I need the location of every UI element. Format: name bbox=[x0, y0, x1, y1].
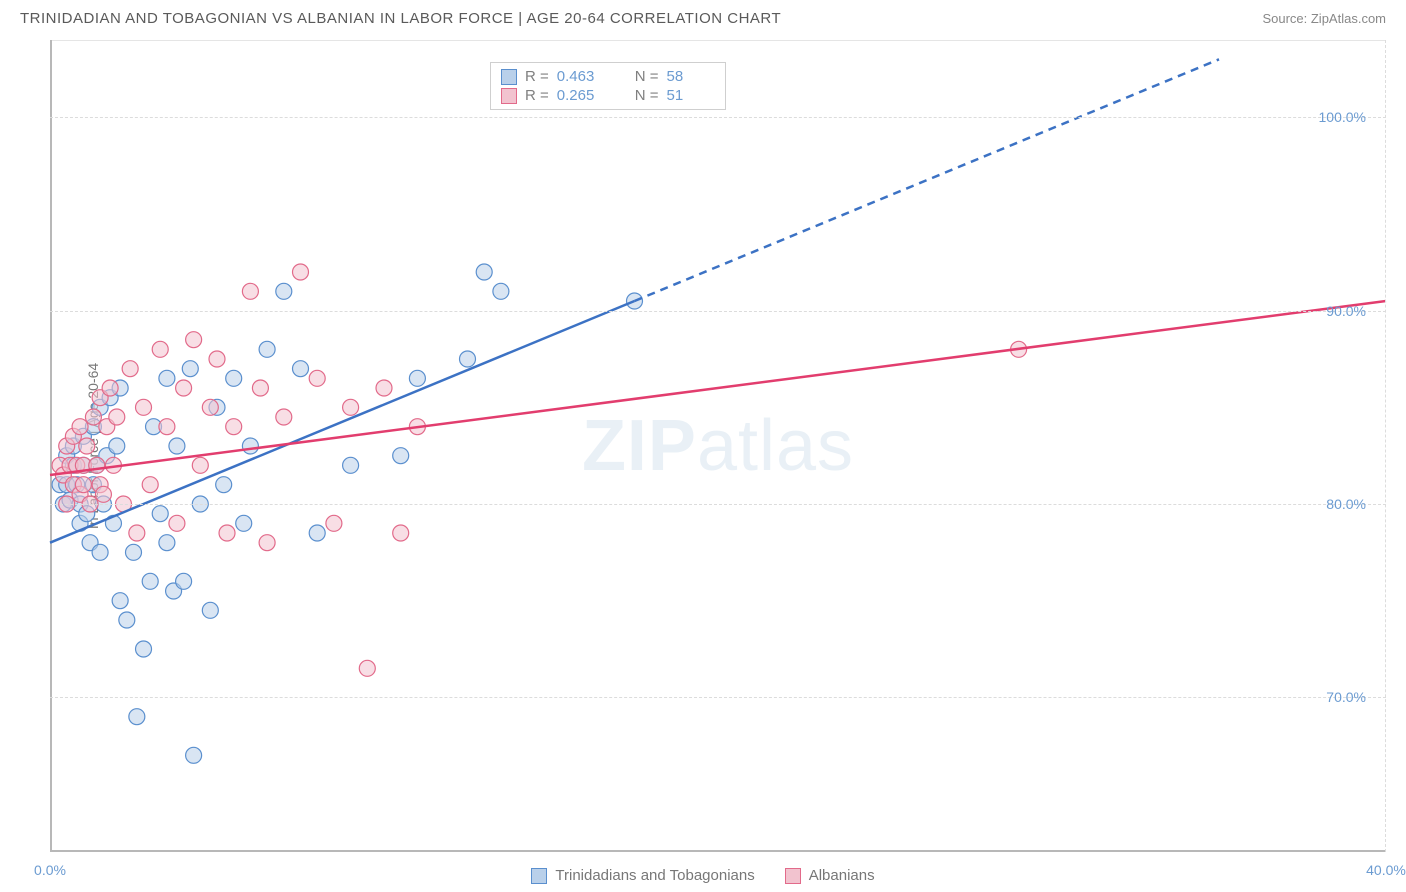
scatter-plot-svg bbox=[50, 40, 1386, 852]
source-attribution: Source: ZipAtlas.com bbox=[1262, 11, 1386, 26]
n-label: N = bbox=[635, 87, 659, 104]
legend-row-trinidad: R = 0.463 N = 58 bbox=[501, 67, 715, 86]
n-label: N = bbox=[635, 68, 659, 85]
legend-label: Albanians bbox=[809, 867, 875, 884]
chart-title: TRINIDADIAN AND TOBAGONIAN VS ALBANIAN I… bbox=[20, 10, 781, 27]
r-label: R = bbox=[525, 68, 549, 85]
y-tick-label: 90.0% bbox=[50, 303, 1366, 319]
y-tick-label: 100.0% bbox=[50, 109, 1366, 125]
chart-plot-area: In Labor Force | Age 20-64 ZIPatlas R = … bbox=[50, 40, 1386, 852]
swatch-trinidad bbox=[501, 69, 517, 85]
n-value-albanian: 51 bbox=[667, 87, 715, 104]
legend-row-albanian: R = 0.265 N = 51 bbox=[501, 86, 715, 105]
n-value-trinidad: 58 bbox=[667, 68, 715, 85]
legend-item-trinidad: Trinidadians and Tobagonians bbox=[531, 867, 754, 884]
y-tick-label: 70.0% bbox=[50, 689, 1366, 705]
y-tick-label: 80.0% bbox=[50, 496, 1366, 512]
series-legend: Trinidadians and Tobagonians Albanians bbox=[0, 867, 1406, 884]
correlation-legend: R = 0.463 N = 58 R = 0.265 N = 51 bbox=[490, 62, 726, 110]
swatch-albanian bbox=[785, 868, 801, 884]
swatch-albanian bbox=[501, 88, 517, 104]
r-value-trinidad: 0.463 bbox=[557, 68, 605, 85]
r-label: R = bbox=[525, 87, 549, 104]
legend-label: Trinidadians and Tobagonians bbox=[555, 867, 754, 884]
legend-item-albanian: Albanians bbox=[785, 867, 875, 884]
r-value-albanian: 0.265 bbox=[557, 87, 605, 104]
swatch-trinidad bbox=[531, 868, 547, 884]
